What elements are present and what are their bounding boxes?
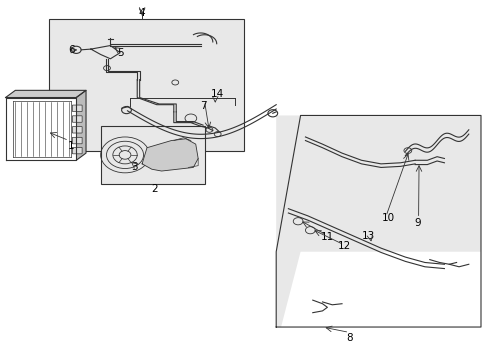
Text: 10: 10 [381, 213, 394, 222]
Text: 11: 11 [320, 232, 333, 242]
Text: 9: 9 [413, 218, 420, 228]
Polygon shape [5, 98, 76, 160]
Text: 12: 12 [337, 241, 350, 251]
Polygon shape [142, 139, 198, 171]
Text: 8: 8 [346, 333, 352, 343]
FancyBboxPatch shape [72, 105, 82, 112]
Bar [101, 126, 205, 184]
Text: 4: 4 [139, 8, 145, 18]
FancyBboxPatch shape [72, 147, 82, 154]
Polygon shape [76, 90, 86, 160]
Text: 14: 14 [211, 89, 224, 99]
Text: 5: 5 [117, 48, 123, 58]
Text: 1: 1 [68, 141, 75, 151]
Text: 3: 3 [131, 162, 138, 172]
Text: 7: 7 [199, 102, 206, 112]
Polygon shape [5, 90, 86, 98]
FancyBboxPatch shape [72, 116, 82, 122]
Text: 2: 2 [151, 184, 157, 194]
Polygon shape [276, 116, 480, 327]
Bar [49, 19, 244, 151]
Text: 13: 13 [362, 231, 375, 240]
FancyBboxPatch shape [72, 127, 82, 133]
FancyBboxPatch shape [72, 137, 82, 144]
Text: 6: 6 [68, 45, 75, 55]
